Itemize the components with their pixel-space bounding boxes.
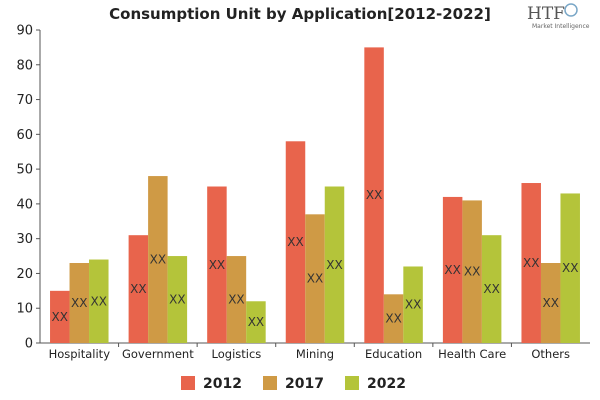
bar-data-label: XX — [130, 282, 146, 296]
bar-data-label: XX — [385, 312, 401, 326]
bar — [462, 200, 482, 343]
bar — [540, 263, 561, 343]
bar — [246, 301, 266, 343]
bar — [69, 263, 90, 343]
category-label: Logistics — [212, 347, 262, 361]
bar — [148, 176, 168, 343]
bar-data-label: XX — [562, 261, 578, 275]
y-tick-label: 60 — [16, 128, 33, 143]
bar-data-label: XX — [444, 263, 460, 277]
bar — [50, 290, 70, 343]
bar-data-label: XX — [405, 298, 421, 312]
legend-swatch — [345, 376, 359, 390]
chart-title: Consumption Unit by Application[2012-202… — [109, 5, 491, 23]
bar-data-label: XX — [307, 272, 323, 286]
y-tick-label: 50 — [16, 163, 33, 178]
y-tick-label: 80 — [16, 58, 33, 73]
category-label: Education — [365, 347, 422, 361]
logo-globe-icon — [564, 3, 578, 17]
bar-data-label: XX — [464, 265, 480, 279]
bar-data-label: XX — [209, 258, 225, 272]
bar — [442, 196, 463, 343]
bar — [481, 235, 502, 343]
y-tick-label: 10 — [16, 302, 33, 317]
bar-data-label: XX — [523, 256, 539, 270]
legend-swatch — [263, 376, 277, 390]
y-tick-label: 90 — [16, 24, 33, 39]
legend-label: 2022 — [367, 376, 406, 392]
bar-data-label: XX — [542, 296, 558, 310]
category-label: Mining — [296, 347, 334, 361]
y-tick-label: 20 — [16, 267, 33, 282]
category-label: Others — [531, 347, 570, 361]
bar-data-label: XX — [150, 253, 166, 267]
bar-data-label: XX — [228, 293, 244, 307]
y-tick-label: 30 — [16, 232, 33, 247]
bar — [560, 193, 580, 343]
legend-swatch — [181, 376, 195, 390]
logo-main-text: HTF — [527, 4, 565, 24]
logo-subtitle: Market Intelligence — [532, 23, 590, 30]
bar-data-label: XX — [248, 315, 264, 329]
bar — [226, 256, 247, 343]
bar — [89, 259, 109, 343]
legend-label: 2017 — [285, 376, 324, 392]
legend-label: 2012 — [203, 376, 242, 392]
bar-data-label: XX — [326, 258, 342, 272]
category-label: Government — [122, 347, 194, 361]
bar — [383, 294, 404, 343]
category-label: Hospitality — [49, 347, 111, 361]
bar — [305, 214, 325, 343]
category-label: Health Care — [438, 347, 506, 361]
y-tick-label: 0 — [25, 337, 33, 352]
bar-data-label: XX — [91, 294, 107, 308]
bar-data-label: XX — [366, 188, 382, 202]
bar — [324, 186, 345, 343]
htf-logo: HTF Market Intelligence — [527, 3, 590, 30]
bar-data-label: XX — [71, 296, 87, 310]
y-tick-label: 70 — [16, 93, 33, 108]
bar — [521, 183, 541, 343]
bar — [364, 47, 384, 344]
bar-data-label: XX — [169, 293, 185, 307]
y-tick-label: 40 — [16, 197, 33, 212]
bar — [285, 141, 306, 343]
bar — [167, 256, 188, 343]
bar-data-label: XX — [483, 282, 499, 296]
bar-data-label: XX — [52, 310, 68, 324]
bar — [403, 266, 423, 343]
bar-data-label: XX — [287, 235, 303, 249]
bar — [128, 235, 149, 343]
bar — [207, 186, 227, 343]
